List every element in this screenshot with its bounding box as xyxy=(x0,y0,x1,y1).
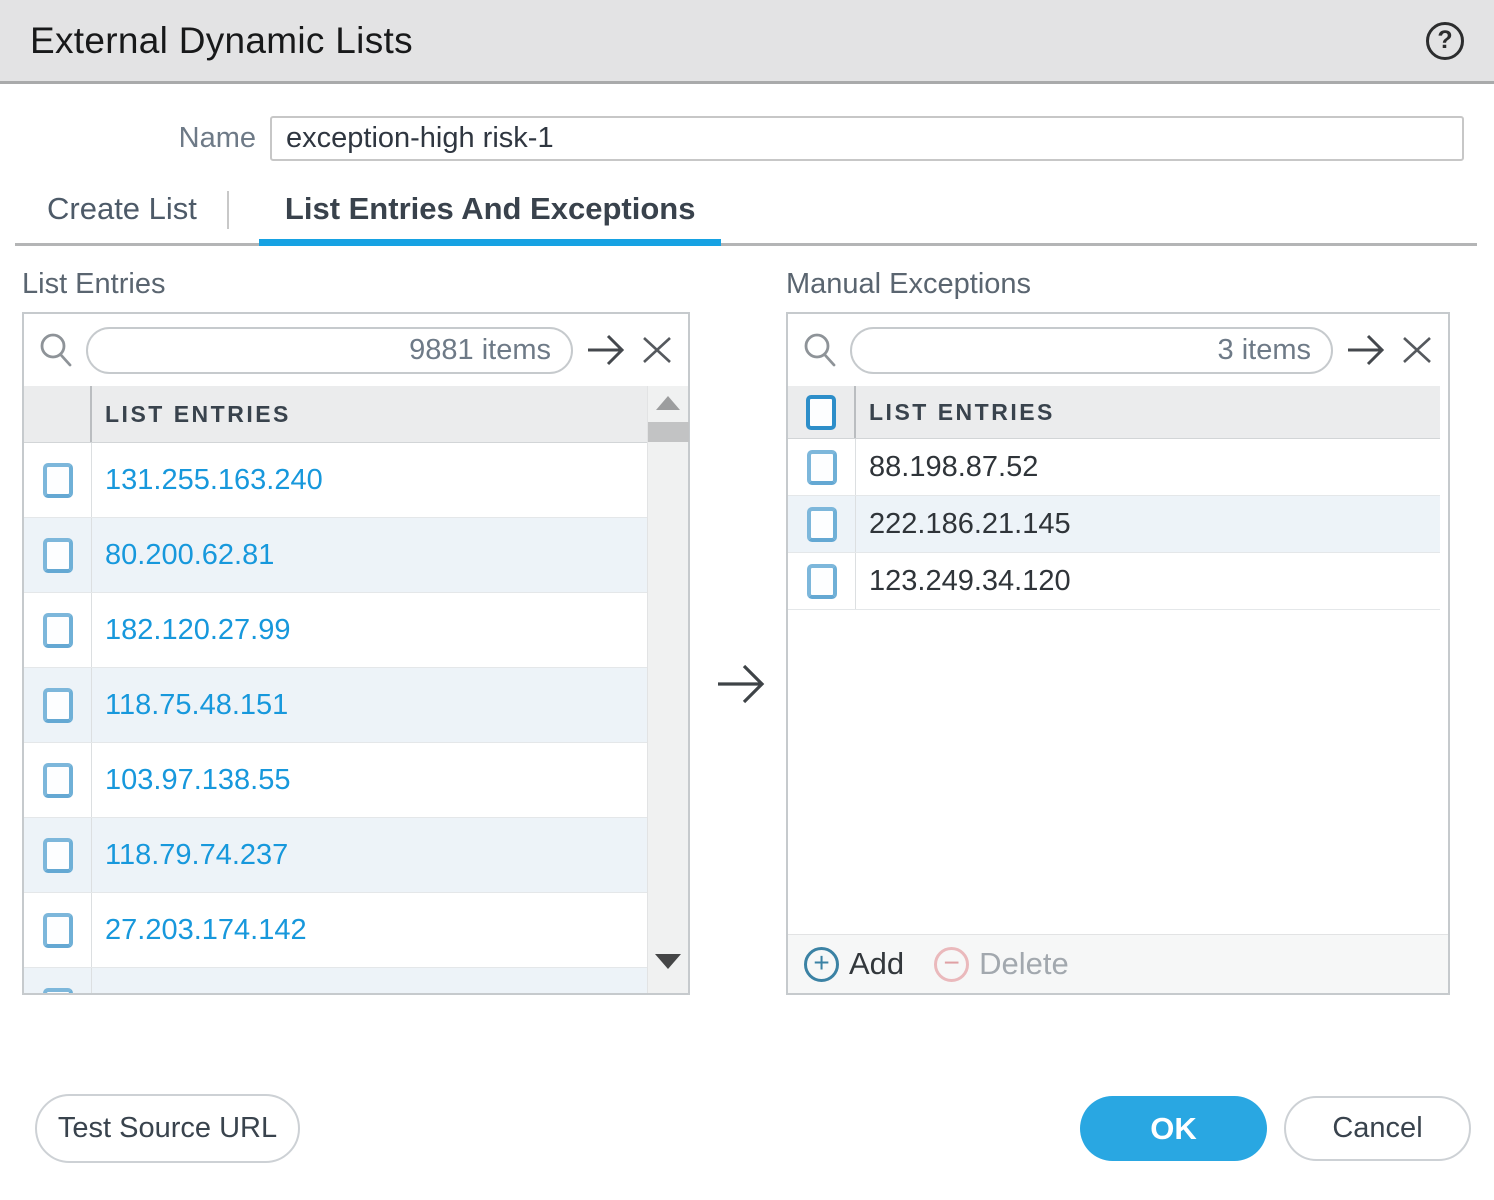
row-checkbox[interactable] xyxy=(807,450,837,485)
manual-exceptions-searchbar: 3 items xyxy=(788,314,1448,386)
table-row: 118.79.74.237 xyxy=(24,818,647,893)
list-entry-link[interactable]: 182.120.27.99 xyxy=(92,614,290,647)
table-row: 131.255.163.240 xyxy=(24,443,647,518)
list-entry-link[interactable]: 80.200.62.81 xyxy=(92,539,274,572)
row-checkbox[interactable] xyxy=(43,913,73,948)
scrollbar xyxy=(647,386,688,993)
table-row: 118.75.48.151 xyxy=(24,668,647,743)
list-entries-panel-title: List Entries xyxy=(22,268,165,301)
minus-icon xyxy=(934,947,969,982)
search-icon xyxy=(801,331,839,369)
name-input[interactable] xyxy=(270,116,1464,161)
clear-filter-icon[interactable] xyxy=(1399,332,1435,368)
table-row: 103.97.138.55 xyxy=(24,743,647,818)
list-entry-text: 88.198.87.52 xyxy=(856,451,1038,484)
table-row: 182.120.27.99 xyxy=(24,593,647,668)
table-row: 80.200.62.81 xyxy=(24,518,647,593)
list-entry-link[interactable]: 118.75.48.151 xyxy=(92,689,288,722)
row-checkbox[interactable] xyxy=(43,538,73,573)
table-header: LIST ENTRIES xyxy=(788,386,1440,439)
clear-filter-icon[interactable] xyxy=(639,332,675,368)
ok-button[interactable]: OK xyxy=(1080,1096,1267,1161)
manual-exceptions-panel-title: Manual Exceptions xyxy=(786,268,1031,301)
search-input[interactable]: 9881 items xyxy=(86,327,573,374)
add-button-label: Add xyxy=(849,946,904,982)
delete-button[interactable]: Delete xyxy=(934,946,1069,982)
move-arrow-icon xyxy=(714,660,770,713)
dialog-titlebar: External Dynamic Lists ? xyxy=(0,0,1494,84)
table-header: LIST ENTRIES xyxy=(24,386,647,443)
delete-button-label: Delete xyxy=(979,946,1069,982)
row-checkbox[interactable] xyxy=(43,838,73,873)
list-entries-table-body: 131.255.163.240 80.200.62.81 182.120.27.… xyxy=(24,443,647,993)
help-icon[interactable]: ? xyxy=(1426,22,1464,60)
manual-exceptions-panel: 3 items LIST ENTRIES 88.198.87.52 xyxy=(786,312,1450,995)
empty-table-space xyxy=(788,687,1440,935)
select-all-checkbox[interactable] xyxy=(806,395,836,430)
list-entry-link[interactable]: 118.79.74.237 xyxy=(92,839,288,872)
search-input[interactable]: 3 items xyxy=(850,327,1333,374)
column-header-label: LIST ENTRIES xyxy=(856,399,1055,426)
table-row: 42.234.234.0 xyxy=(24,968,647,993)
header-checkbox-cell xyxy=(24,386,92,442)
row-checkbox[interactable] xyxy=(43,763,73,798)
name-row: Name xyxy=(0,116,1464,161)
name-label: Name xyxy=(0,122,270,155)
list-entry-link[interactable]: 27.203.174.142 xyxy=(92,914,307,947)
scroll-up-icon[interactable] xyxy=(656,396,680,410)
apply-filter-icon[interactable] xyxy=(584,332,628,368)
scroll-down-icon[interactable] xyxy=(655,954,681,969)
add-button[interactable]: Add xyxy=(804,946,904,982)
list-entry-text: 123.249.34.120 xyxy=(856,565,1071,598)
table-row: 222.186.21.145 xyxy=(788,496,1440,553)
items-count-label: 9881 items xyxy=(409,334,551,367)
manual-exceptions-footer: Add Delete xyxy=(788,934,1448,993)
tab-create-list[interactable]: Create List xyxy=(47,191,197,239)
table-row: 27.203.174.142 xyxy=(24,893,647,968)
row-checkbox[interactable] xyxy=(807,564,837,599)
row-checkbox[interactable] xyxy=(43,688,73,723)
list-entry-link[interactable]: 131.255.163.240 xyxy=(92,464,323,497)
row-checkbox[interactable] xyxy=(43,613,73,648)
list-entries-searchbar: 9881 items xyxy=(24,314,688,386)
test-source-url-button[interactable]: Test Source URL xyxy=(35,1094,300,1163)
table-row: 123.249.34.120 xyxy=(788,553,1440,610)
row-checkbox[interactable] xyxy=(43,988,73,994)
apply-filter-icon[interactable] xyxy=(1344,332,1388,368)
search-icon xyxy=(37,331,75,369)
list-entry-text: 222.186.21.145 xyxy=(856,508,1071,541)
scroll-thumb[interactable] xyxy=(648,422,689,442)
tab-bar: Create List List Entries And Exceptions xyxy=(47,191,721,246)
list-entry-link[interactable]: 103.97.138.55 xyxy=(92,764,290,797)
list-entries-panel: 9881 items LIST ENTRIES 131.255.163.240 xyxy=(22,312,690,995)
list-entry-link[interactable]: 42.234.234.0 xyxy=(92,989,274,994)
column-header-label: LIST ENTRIES xyxy=(92,401,291,428)
cancel-button[interactable]: Cancel xyxy=(1284,1096,1471,1161)
tab-list-entries-and-exceptions[interactable]: List Entries And Exceptions xyxy=(259,191,722,246)
plus-icon xyxy=(804,947,839,982)
tab-divider xyxy=(227,191,229,229)
items-count-label: 3 items xyxy=(1218,334,1311,367)
table-row: 88.198.87.52 xyxy=(788,439,1440,496)
row-checkbox[interactable] xyxy=(43,463,73,498)
dialog-title: External Dynamic Lists xyxy=(30,20,413,62)
row-checkbox[interactable] xyxy=(807,507,837,542)
manual-exceptions-table-body: 88.198.87.52 222.186.21.145 123.249.34.1… xyxy=(788,439,1440,687)
